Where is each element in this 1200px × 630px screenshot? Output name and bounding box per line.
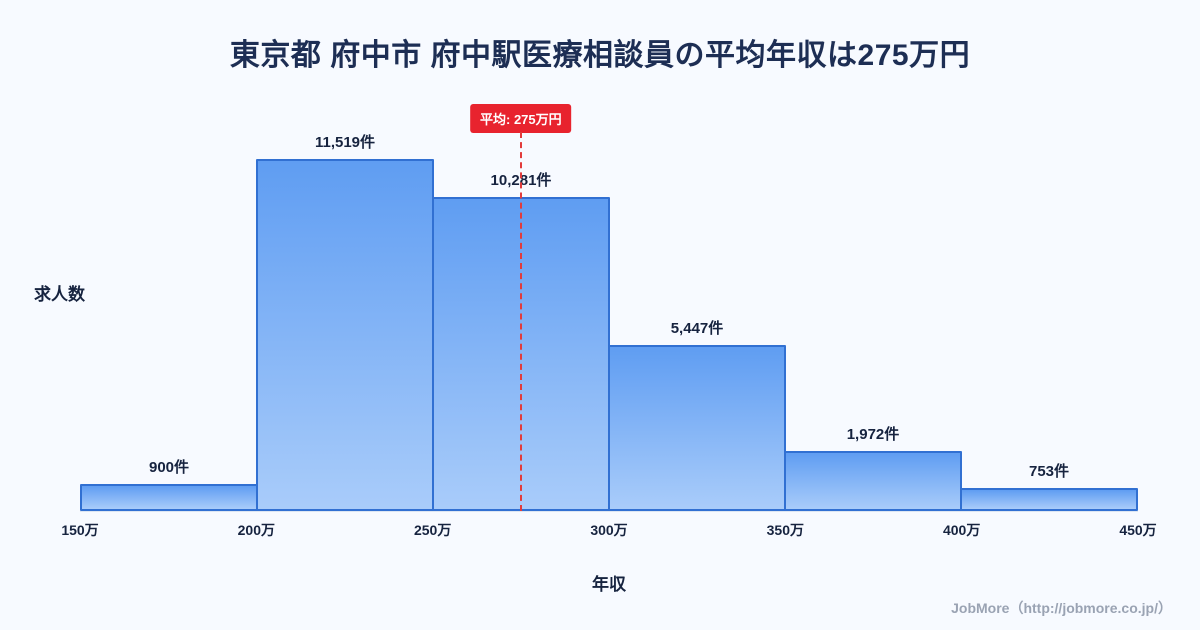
- histogram-bar-group: 5,447件: [608, 98, 786, 511]
- x-axis-ticks: 150万 200万 250万 300万 350万 400万 450万: [61, 511, 1156, 545]
- histogram-bar: [608, 344, 786, 511]
- x-axis-label: 年収: [592, 575, 626, 594]
- x-tick-label: 300万: [590, 522, 628, 538]
- histogram-bar: [784, 450, 962, 511]
- histogram-bar-group: 900件: [80, 98, 258, 511]
- bar-value-label: 753件: [1028, 463, 1070, 480]
- bars-container: 900件 11,519件 10,281件 5,447件 1,972件 753件: [80, 98, 1138, 511]
- bar-value-label: 11,519件: [314, 134, 376, 151]
- x-tick-label: 250万: [413, 522, 452, 538]
- x-tick-label: 400万: [942, 522, 981, 538]
- average-dashed-line: [519, 132, 522, 511]
- bar-value-label: 5,447件: [670, 319, 724, 337]
- histogram-bar-group: 753件: [960, 98, 1138, 511]
- y-axis-label: 求人数: [34, 285, 85, 304]
- page-title: 東京都 府中市 府中駅医療相談員の平均年収は275万円: [229, 39, 971, 72]
- histogram-bar: [80, 483, 258, 511]
- x-tick-label: 450万: [1119, 522, 1157, 538]
- x-tick-label: 150万: [61, 522, 99, 538]
- bar-value-label: 1,972件: [846, 425, 900, 443]
- footer-credit: JobMore（http://jobmore.co.jp/）: [951, 600, 1172, 616]
- x-tick-label: 200万: [237, 522, 276, 538]
- bar-value-label: 900件: [148, 458, 190, 476]
- x-tick-label: 350万: [766, 522, 805, 538]
- average-value-badge: 平均: 275万円: [470, 104, 572, 133]
- histogram-bar-group: 1,972件: [784, 98, 962, 511]
- plot-area: 900件 11,519件 10,281件 5,447件 1,972件 753件 平均: 2…: [61, 98, 1157, 538]
- histogram-bar-group: 11,519件: [256, 98, 434, 511]
- histogram-bar: [960, 488, 1138, 511]
- histogram-bar: [256, 159, 434, 511]
